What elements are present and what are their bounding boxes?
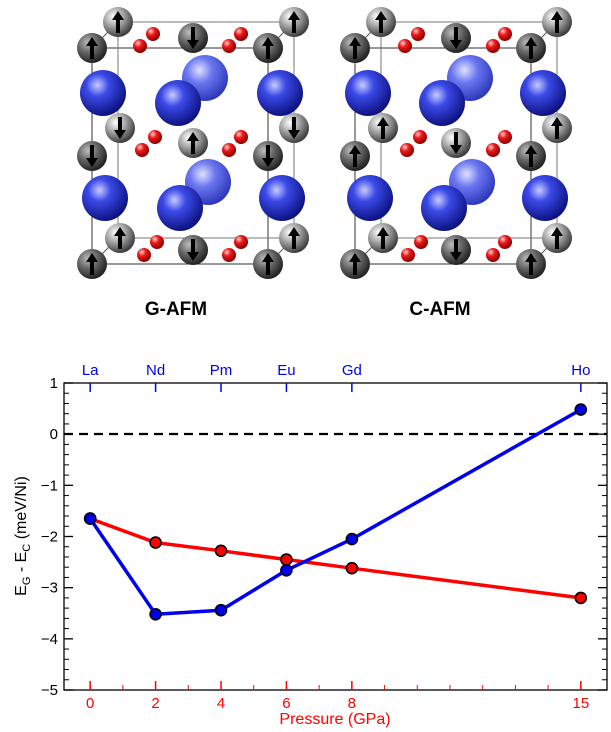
oxygen-atoms — [398, 27, 512, 262]
re-atom — [80, 70, 126, 116]
y-axis-title-main: E — [13, 585, 30, 596]
x-tick-label: 6 — [282, 695, 290, 712]
spin-arrows — [86, 11, 300, 275]
data-point — [83, 512, 97, 525]
x-axis-title: Pressure (GPa) — [279, 711, 390, 728]
y-tick-label: −5 — [41, 682, 58, 699]
top-tick-label: Nd — [146, 362, 165, 379]
c-afm-label: C-AFM — [409, 299, 470, 320]
energy-difference-chart: −5 −4 −3 −2 −1 0 1 0 2 4 6 8 15 La Nd Pm Eu Gd Ho Pressu… — [13, 362, 608, 728]
re-atom — [157, 185, 203, 231]
x-tick-label: 15 — [572, 695, 589, 712]
top-tick-label: Pm — [210, 362, 233, 379]
y-tick-label: −3 — [41, 580, 58, 597]
re-atom — [345, 70, 391, 116]
y-axis-title: EG - EC (meV/Ni) — [13, 476, 33, 596]
re-atom — [419, 80, 465, 126]
data-point — [214, 544, 228, 558]
top-tick-label: Ho — [571, 362, 590, 379]
data-point — [345, 561, 359, 575]
x-tick-label: 8 — [348, 695, 356, 712]
re-atom — [520, 70, 566, 116]
data-point — [280, 553, 293, 566]
series-line-0 — [89, 516, 582, 600]
data-point — [574, 591, 588, 605]
re-atom — [522, 175, 568, 221]
re-atom — [259, 175, 305, 221]
x-tick-label: 2 — [151, 695, 159, 712]
spin-arrows — [349, 11, 563, 275]
oxygen-atoms — [133, 27, 248, 262]
data-point — [214, 603, 228, 617]
re-atom — [257, 70, 303, 116]
re-atom — [155, 80, 201, 126]
c-afm-structure: C-AFM — [340, 7, 572, 320]
data-point — [574, 403, 588, 416]
g-afm-label: G-AFM — [145, 299, 207, 320]
top-tick-label: La — [82, 362, 99, 379]
y-tick-label: −4 — [41, 631, 58, 648]
y-tick-label: 0 — [50, 426, 58, 443]
re-atom — [82, 175, 128, 221]
series-line-1 — [88, 408, 582, 617]
x-tick-label: 0 — [86, 695, 94, 712]
x-tick-label: 4 — [217, 695, 225, 712]
y-tick-label: 1 — [50, 375, 58, 392]
re-atom — [421, 185, 467, 231]
data-point — [149, 536, 162, 549]
re-atom — [347, 175, 393, 221]
y-axis-title-mid: - E — [13, 552, 30, 577]
data-point — [149, 607, 162, 621]
y-axis-title-tail: (meV/Ni) — [13, 476, 30, 544]
g-afm-structure: G-AFM — [77, 7, 309, 320]
y-tick-label: −2 — [41, 529, 58, 546]
top-tick-label: Eu — [277, 362, 295, 379]
data-point — [345, 532, 359, 546]
y-axis-title-sub-g: G — [21, 577, 33, 586]
data-point — [280, 563, 293, 577]
y-axis-title-sub-c: C — [21, 544, 33, 552]
plot-frame — [63, 382, 608, 691]
y-tick-label: −1 — [41, 477, 58, 494]
top-tick-label: Gd — [342, 362, 362, 379]
